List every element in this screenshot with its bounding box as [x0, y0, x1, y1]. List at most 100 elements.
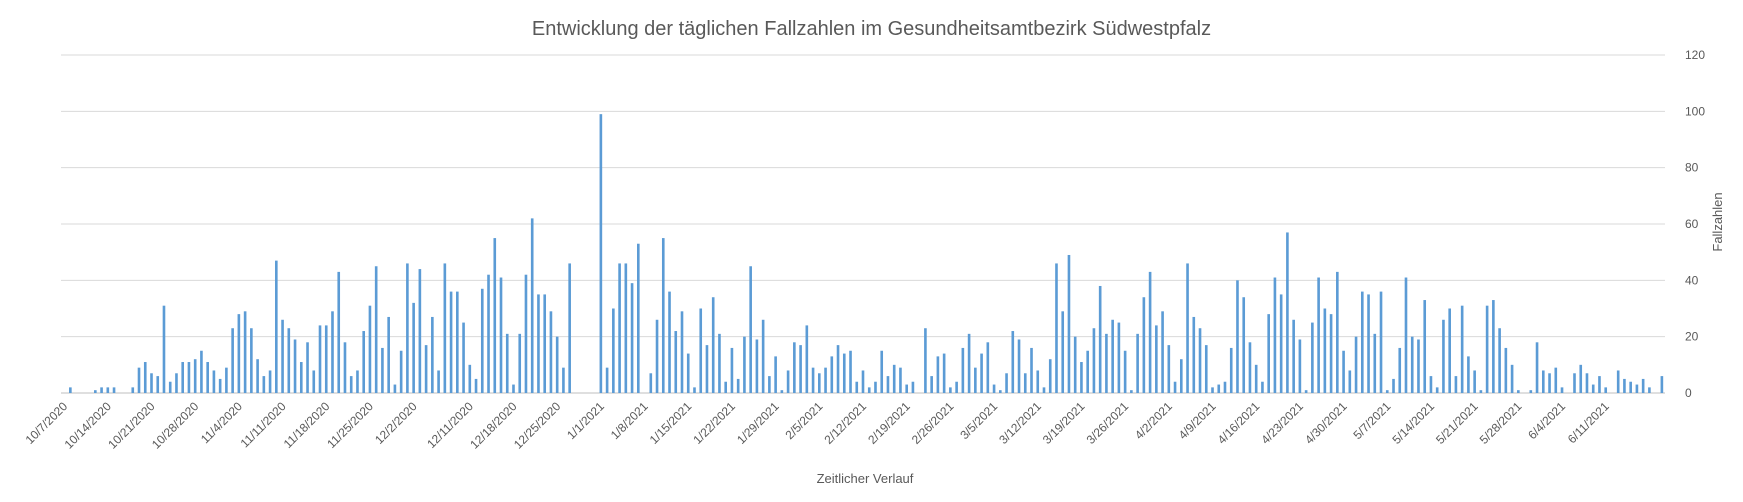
bar: [1579, 364, 1583, 393]
x-tick-label: 1/29/2021: [734, 399, 782, 447]
bar: [1336, 271, 1339, 393]
bar: [805, 325, 809, 393]
bar: [774, 356, 777, 393]
bar: [861, 370, 865, 393]
bar: [343, 342, 347, 393]
bar: [1429, 376, 1433, 393]
x-tick-label: 4/30/2021: [1302, 399, 1350, 447]
bar: [1473, 370, 1476, 393]
x-tick-label: 2/26/2021: [909, 399, 957, 447]
y-tick-label: 80: [1685, 161, 1699, 175]
bar: [630, 283, 634, 393]
bar: [1648, 387, 1651, 393]
x-tick-label: 5/14/2021: [1389, 399, 1437, 447]
bar: [1392, 378, 1395, 393]
bar: [1111, 319, 1114, 393]
bar: [1048, 359, 1052, 393]
bar: [387, 316, 390, 393]
bar: [961, 347, 965, 393]
bar: [331, 311, 334, 393]
x-tick-label: 4/2/2021: [1132, 399, 1175, 442]
bar: [668, 291, 671, 393]
bar: [487, 274, 490, 393]
bar: [1204, 345, 1208, 393]
bar: [830, 356, 834, 393]
bar: [237, 314, 241, 393]
bar: [1192, 316, 1196, 393]
bar: [499, 277, 503, 393]
bar: [880, 350, 884, 393]
bar: [1354, 336, 1358, 393]
bar: [1073, 336, 1077, 393]
bar: [930, 376, 933, 393]
bar: [1117, 322, 1121, 393]
bar: [1548, 373, 1551, 393]
bar: [181, 362, 185, 393]
bar: [225, 367, 228, 393]
bar: [1279, 294, 1283, 393]
bar: [1067, 254, 1071, 393]
bar: [1635, 384, 1639, 393]
bar: [537, 294, 540, 393]
bar: [412, 302, 415, 393]
bar: [855, 381, 859, 393]
bar: [1261, 381, 1264, 393]
bar: [780, 390, 784, 393]
bar: [1379, 291, 1383, 393]
bar: [899, 367, 902, 393]
x-tick-label: 12/25/2020: [511, 399, 564, 452]
bar: [705, 345, 709, 393]
x-tick-labels: 10/7/202010/14/202010/21/202010/28/20201…: [23, 399, 1612, 452]
bar: [967, 333, 971, 393]
bar: [468, 364, 472, 393]
bar: [1161, 311, 1164, 393]
bar: [1435, 387, 1439, 393]
bar: [1460, 305, 1464, 393]
bar: [449, 291, 453, 393]
bar: [1573, 373, 1576, 393]
bar: [618, 263, 621, 393]
x-axis-title: Zeitlicher Verlauf: [817, 471, 914, 486]
x-tick-label: 2/5/2021: [782, 399, 825, 442]
bar: [175, 373, 178, 393]
bar: [949, 387, 952, 393]
bar: [974, 367, 977, 393]
bar: [1410, 336, 1414, 393]
bar: [624, 263, 628, 393]
bar: [1591, 384, 1595, 393]
x-tick-label: 4/16/2021: [1215, 399, 1263, 447]
bar: [1130, 390, 1133, 393]
x-tick-label: 3/5/2021: [957, 399, 1000, 442]
bar: [1211, 387, 1214, 393]
bar: [324, 325, 328, 393]
bar: [349, 376, 353, 393]
bar: [306, 342, 309, 393]
bar: [905, 384, 908, 393]
bar: [1136, 333, 1139, 393]
y-tick-label: 40: [1685, 273, 1699, 287]
bar: [281, 319, 284, 393]
bar: [980, 353, 983, 393]
y-tick-label: 0: [1685, 386, 1692, 400]
bar: [549, 311, 553, 393]
bar: [1641, 378, 1645, 393]
bar: [206, 362, 209, 393]
bar: [374, 266, 378, 393]
bar: [1017, 339, 1021, 393]
bar: [1155, 325, 1158, 393]
bar: [1541, 370, 1545, 393]
x-tick-label: 1/15/2021: [647, 399, 695, 447]
bar: [955, 381, 958, 393]
x-tick-label: 3/19/2021: [1040, 399, 1088, 447]
bar: [736, 378, 740, 393]
bar: [562, 367, 565, 393]
bar: [1479, 390, 1483, 393]
bar: [1286, 232, 1289, 393]
bar: [1092, 328, 1096, 393]
bar: [456, 291, 459, 393]
bar: [1148, 271, 1152, 393]
bar: [1061, 311, 1065, 393]
bar: [1598, 376, 1601, 393]
bar: [1623, 378, 1626, 393]
